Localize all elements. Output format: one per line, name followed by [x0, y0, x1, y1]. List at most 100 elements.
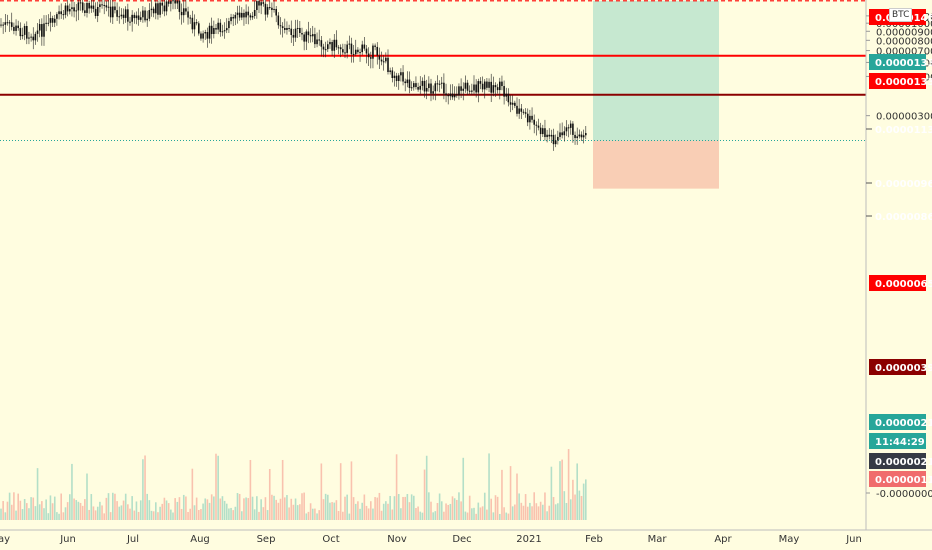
candle-body	[284, 27, 286, 30]
volume-bar	[38, 504, 41, 520]
volume-bar	[107, 493, 110, 520]
volume-bar	[505, 512, 508, 520]
volume-bar	[185, 496, 187, 520]
candle-body	[417, 87, 419, 90]
volume-bar	[451, 496, 454, 520]
candle-body	[395, 75, 398, 82]
volume-bar	[236, 493, 239, 520]
candle-body	[19, 28, 22, 37]
volume-bar	[357, 501, 359, 520]
volume-bar	[481, 506, 484, 520]
candle-body	[109, 6, 112, 18]
candle-body	[542, 128, 544, 135]
candle-body	[548, 134, 551, 137]
volume-bar	[256, 496, 258, 520]
price-tag-label: 0.00001338	[875, 58, 932, 69]
volume-bar	[294, 498, 297, 520]
volume-bar	[563, 491, 566, 520]
volume-bar	[94, 510, 97, 520]
volume-bar	[406, 494, 409, 520]
volume-bar	[494, 495, 497, 520]
volume-bar	[281, 459, 284, 520]
candle-body	[288, 27, 290, 29]
candle-body	[221, 31, 224, 33]
candle-body	[458, 86, 460, 96]
volume-bar	[509, 466, 512, 520]
volume-bar	[279, 498, 282, 520]
candle-body	[518, 108, 520, 114]
long-position-tool[interactable]	[593, 0, 719, 189]
volume-bar	[413, 495, 415, 520]
volume-bar	[258, 511, 260, 520]
candle-body	[0, 24, 2, 26]
volume-bar	[200, 509, 202, 520]
volume-bar	[69, 494, 71, 520]
volume-bar	[230, 507, 232, 520]
volume-bar	[273, 495, 275, 520]
time-axis[interactable]: ay Jun Jul Aug Sep Oct Nov Dec 2021 Feb Mar Apr May J…	[0, 534, 862, 545]
volume-bar	[146, 493, 148, 520]
candle-body	[479, 81, 482, 84]
candle-body	[453, 94, 456, 98]
candle-body	[105, 5, 108, 8]
volume-bar	[486, 509, 488, 520]
price-tag-bg	[869, 275, 926, 291]
candle-body	[322, 46, 325, 50]
candle-body	[56, 14, 58, 19]
volume-bar	[0, 508, 2, 520]
candle-body	[372, 45, 374, 59]
candle-body	[329, 41, 331, 45]
volume-bar	[572, 479, 574, 520]
volume-bar	[389, 495, 391, 520]
volume-bar	[260, 499, 262, 520]
candle-body	[88, 2, 90, 9]
candle-body	[503, 86, 505, 97]
volume-bar	[453, 498, 456, 520]
time-axis-label: ay	[0, 534, 10, 545]
candle-body	[268, 7, 271, 9]
candle-body	[483, 81, 486, 90]
candle-body	[488, 81, 490, 88]
candle-body	[159, 2, 161, 15]
volume-bar	[378, 492, 381, 520]
candle-body	[507, 93, 510, 103]
volume-bar	[189, 508, 191, 520]
volume-bar	[372, 508, 374, 520]
volume-bar	[36, 468, 39, 520]
price-axis-label: 0.00000800	[876, 36, 932, 47]
candle-body	[301, 33, 303, 35]
candle-body	[335, 39, 338, 48]
volume-bar	[60, 493, 62, 520]
candle-body	[445, 93, 447, 96]
volume-bar	[574, 494, 576, 520]
time-axis-label: Sep	[257, 534, 276, 545]
volume-bar	[96, 506, 99, 520]
volume-bar	[327, 494, 329, 520]
candle-body	[331, 41, 333, 51]
volume-bar	[41, 501, 43, 520]
candle-body	[529, 115, 531, 123]
volume-bar	[311, 508, 314, 520]
candle-body	[434, 83, 437, 92]
volume-bar	[492, 512, 495, 520]
candle-body	[245, 11, 247, 18]
volume-bar	[309, 503, 312, 520]
volume-bar	[174, 498, 176, 520]
volume-bar	[62, 512, 65, 520]
price-tag-label: 0.00001336	[875, 77, 932, 88]
volume-bar	[198, 509, 200, 520]
volume-bar	[133, 510, 136, 520]
candle-body	[96, 6, 99, 16]
volume-bar	[565, 502, 568, 520]
candle-body	[266, 7, 269, 15]
candle-body	[316, 39, 318, 45]
candle-body	[402, 72, 404, 82]
volume-bar	[324, 493, 327, 520]
volume-bar	[410, 494, 413, 520]
candle-body	[43, 23, 45, 37]
candle-body	[139, 17, 142, 20]
candle-body	[494, 85, 497, 88]
